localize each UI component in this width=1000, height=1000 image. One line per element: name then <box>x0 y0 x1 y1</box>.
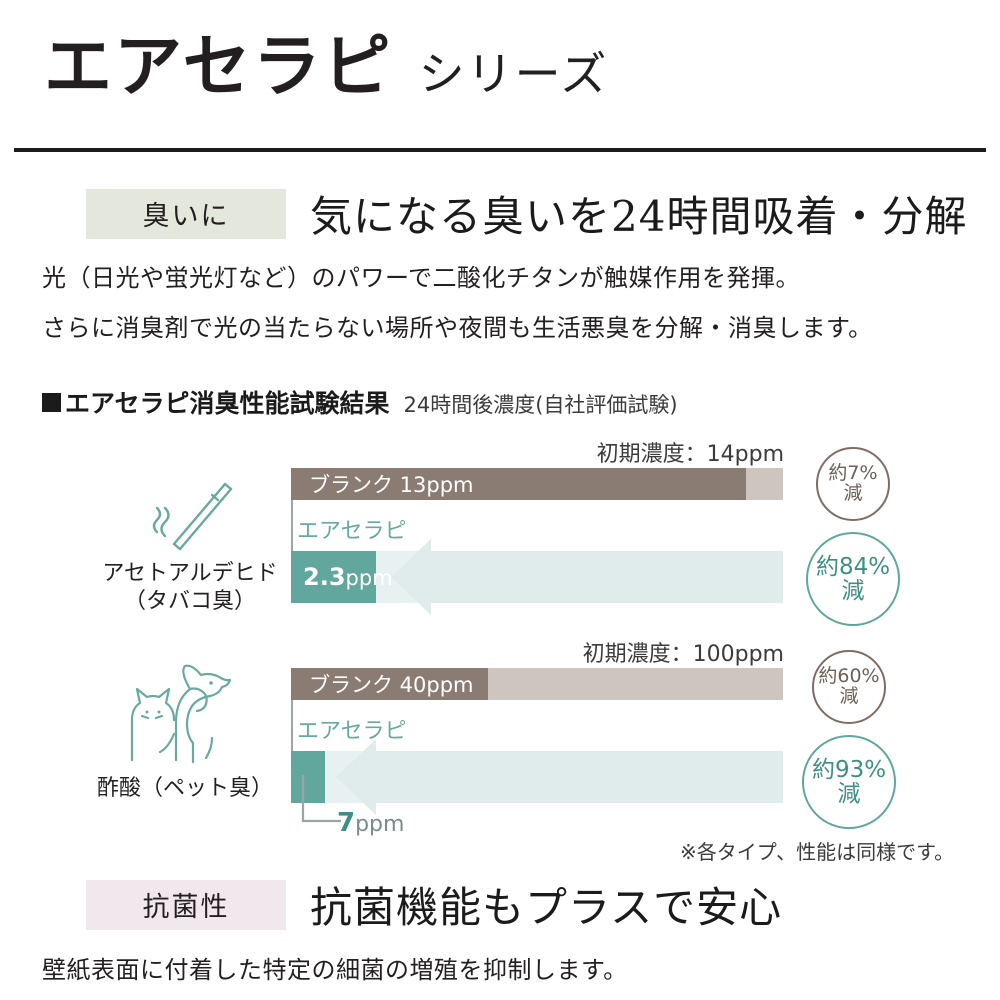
blank-reduction-pct: 約7% <box>828 462 878 485</box>
results-footnote: ※各タイプ、性能は同様です。 <box>680 840 955 864</box>
odor-section-band: 臭いに 気になる臭いを24時間吸着・分解 <box>86 183 967 244</box>
chart-acetic-acid-leader-line <box>301 775 341 823</box>
chart-acetic-acid-airtherapy-value: 7ppm <box>337 808 405 838</box>
bullet-square-icon <box>42 392 61 412</box>
chart-acetaldehyde-initial-label: 初期濃度：14ppm <box>596 442 784 467</box>
chart-acetaldehyde-series-label: エアセラピ <box>297 519 407 544</box>
odor-body-line-2: さらに消臭剤で光の当たらない場所や夜間も生活悪臭を分解・消臭します。 <box>42 314 873 342</box>
cigarette-icon <box>152 482 233 551</box>
chart-acetic-acid-connector <box>291 700 293 752</box>
blank-reduction-pct: 約60% <box>818 665 880 688</box>
results-note: 24時間後濃度(自社評価試験) <box>403 393 678 417</box>
blank-reduction-suffix: 減 <box>839 685 859 707</box>
page-title: エアセラピ シリーズ <box>44 34 608 102</box>
chart-acetic-acid-blank-reduction-badge: 約60% 減 <box>812 650 886 724</box>
chart-acetic-acid-blank-label: ブランク 40ppm <box>309 673 474 697</box>
chart-acetaldehyde-caption-2: （タバコ臭） <box>123 588 256 614</box>
chart-acetaldehyde-blank-label: ブランク 13ppm <box>309 473 474 497</box>
odor-body-line-1: 光（日光や蛍光灯など）のパワーで二酸化チタンが触媒作用を発揮。 <box>42 264 801 292</box>
chart-acetaldehyde-caption-1: アセトアルデヒド <box>102 561 278 586</box>
title-sub: シリーズ <box>418 47 609 101</box>
antibacterial-section-band: 抗菌性 抗菌機能もプラスで安心 <box>86 874 782 935</box>
results-title: エアセラピ消臭性能試験結果 <box>65 389 390 418</box>
odor-heading: 気になる臭いを24時間吸着・分解 <box>310 192 968 241</box>
chart-acetaldehyde-icon-block: アセトアルデヒド （タバコ臭） <box>75 470 305 615</box>
antibacterial-heading: 抗菌機能もプラスで安心 <box>310 883 783 932</box>
airtherapy-reduction-suffix: 減 <box>837 781 861 807</box>
antibacterial-badge: 抗菌性 <box>86 879 286 930</box>
airtherapy-reduction-pct: 約84% <box>815 553 891 580</box>
chart-acetic-acid-initial-label: 初期濃度：100ppm <box>582 642 784 667</box>
chart-acetaldehyde-reduction-arrow <box>391 539 783 615</box>
chart-acetaldehyde-connector <box>291 500 293 552</box>
results-heading: エアセラピ消臭性能試験結果 24時間後濃度(自社評価試験) <box>42 384 678 420</box>
chart-acetic-acid-series-label: エアセラピ <box>297 719 407 744</box>
blank-reduction-suffix: 減 <box>843 482 863 504</box>
chart-acetaldehyde-airtherapy-value: 2.3ppm <box>303 563 393 591</box>
title-main: エアセラピ <box>44 28 393 107</box>
airtherapy-reduction-pct: 約93% <box>811 756 887 783</box>
chart-acetaldehyde-blank-reduction-badge: 約7% 減 <box>816 447 890 521</box>
chart-acetaldehyde-airtherapy-reduction-badge: 約84% 減 <box>806 532 900 626</box>
chart-acetaldehyde-blank-bar: ブランク 13ppm <box>291 468 746 500</box>
odor-badge: 臭いに <box>86 188 286 239</box>
cat-dog-icon <box>130 664 232 764</box>
chart-acetic-acid-blank-bar: ブランク 40ppm <box>291 668 488 700</box>
chart-acetic-acid-airtherapy-reduction-badge: 約93% 減 <box>802 735 896 829</box>
header-divider <box>14 148 986 152</box>
antibacterial-body-line-1: 壁紙表面に付着した特定の細菌の増殖を抑制します。 <box>42 956 628 984</box>
chart-acetic-acid-airtherapy-bar <box>291 751 325 803</box>
chart-acetic-acid-caption-1: 酢酸（ペット臭） <box>96 776 273 801</box>
airtherapy-reduction-suffix: 減 <box>841 578 865 604</box>
chart-acetic-acid-icon-block: 酢酸（ペット臭） <box>70 660 300 803</box>
chart-acetic-acid-reduction-arrow <box>336 739 783 815</box>
chart-acetaldehyde-airtherapy-bar: 2.3ppm <box>291 551 393 603</box>
